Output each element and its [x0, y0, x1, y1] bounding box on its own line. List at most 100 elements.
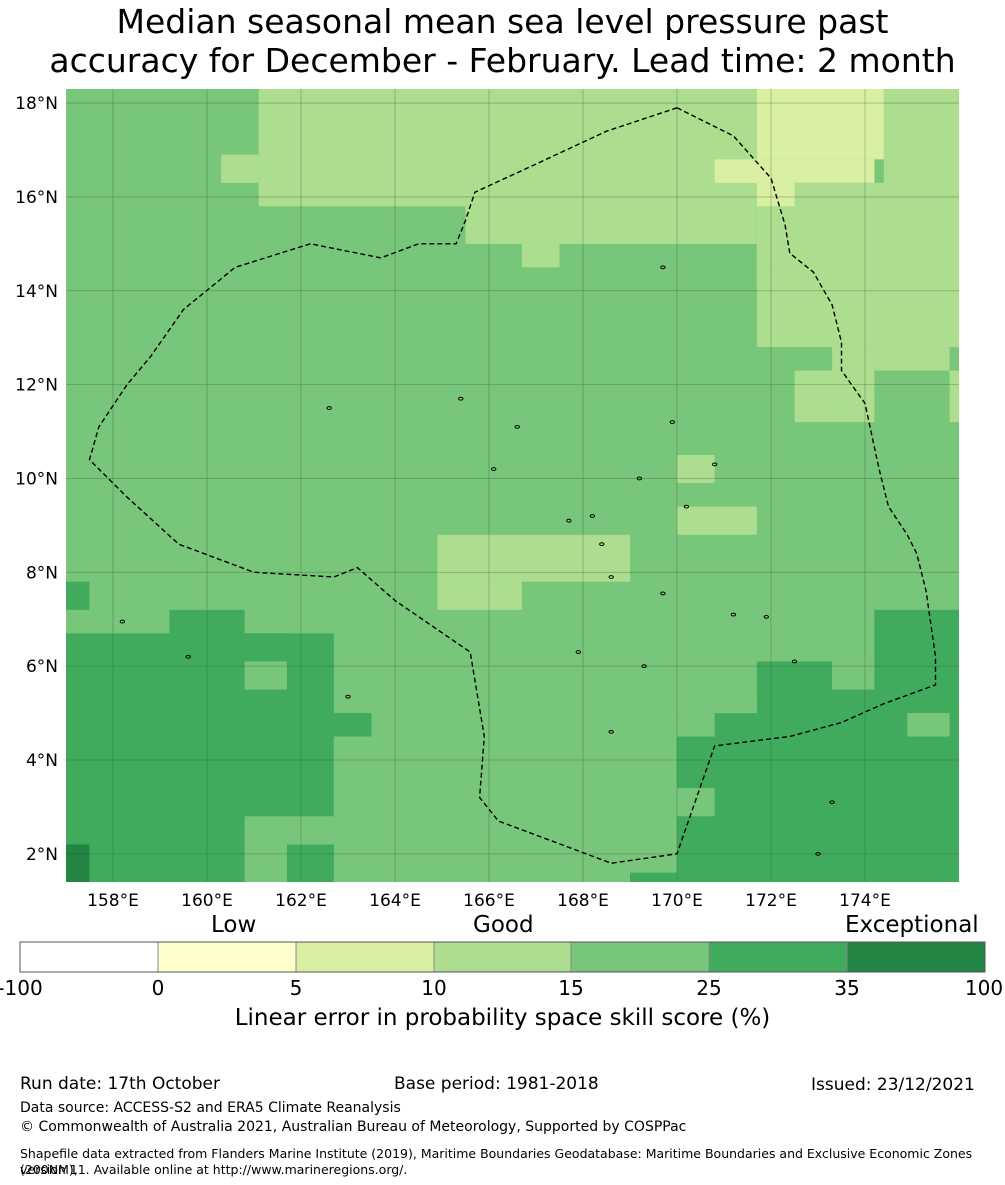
colorbar-tick: 5 [289, 976, 303, 1000]
colorbar-outline [19, 941, 986, 973]
skill-cell [874, 347, 950, 371]
island [815, 851, 821, 856]
lon-tick-label: 164°E [369, 891, 421, 911]
skill-cell [244, 844, 287, 882]
island [683, 504, 690, 509]
skill-cell [832, 661, 875, 690]
skill-cell [907, 713, 950, 737]
colorbar-segment [433, 941, 572, 973]
skill-cell [244, 816, 334, 845]
skill-cell [677, 455, 715, 484]
lat-tick-label: 6°N [26, 657, 58, 677]
skill-cell [437, 581, 522, 610]
coastlines [119, 265, 835, 856]
colorbar-label: Linear error in probability space skill … [234, 1005, 771, 1031]
skill-cell [333, 736, 372, 817]
island [599, 542, 605, 547]
colorbar-tick: 35 [834, 976, 860, 1000]
island [491, 467, 497, 471]
colorbar-segment [570, 941, 710, 973]
skill-cell [286, 844, 325, 882]
lon-tick-label: 170°E [651, 891, 703, 911]
colorbar-category-good: Good [473, 912, 534, 938]
lat-tick-label: 2°N [26, 845, 58, 865]
colorbar-segment [295, 941, 435, 973]
lon-tick-label: 160°E [181, 891, 233, 911]
skill-cell [756, 243, 875, 268]
skill-cell [169, 609, 245, 634]
island [660, 265, 666, 270]
colorbar-segment [846, 941, 986, 973]
skill-cell [221, 154, 259, 183]
island [791, 659, 798, 664]
skill-grid [66, 89, 959, 882]
base-period: Base period: 1981-2018 [394, 1074, 599, 1094]
colorbar-segment [708, 941, 848, 973]
island [514, 424, 520, 429]
skill-cell [756, 267, 833, 291]
skill-cell [437, 534, 630, 582]
island [185, 654, 191, 659]
eez-boundary [88, 107, 937, 864]
lat-tick-label: 8°N [26, 563, 58, 583]
skill-cell [714, 159, 875, 183]
shapefile-credit-line1: Shapefile data extracted from Flanders M… [20, 1146, 973, 1177]
lon-tick-label: 166°E [463, 891, 515, 911]
skill-cell [244, 661, 287, 690]
graticule [66, 89, 959, 882]
colorbar-segment [19, 941, 159, 973]
skill-cell [244, 633, 287, 662]
lon-tick-label: 162°E [275, 891, 327, 911]
copyright: © Commonwealth of Australia 2021, Austra… [20, 1119, 687, 1135]
island [660, 591, 666, 596]
skill-cell [258, 89, 466, 207]
lon-tick-label: 158°E [87, 891, 139, 911]
colorbar-tick: 25 [696, 976, 722, 1000]
colorbar-tick: -100 [0, 976, 43, 1000]
island [345, 694, 351, 699]
skill-cell [66, 844, 90, 882]
island [575, 650, 581, 654]
run-date: Run date: 17th October [20, 1074, 220, 1094]
lat-tick-label: 16°N [15, 188, 58, 208]
colorbar-tick: 15 [558, 976, 584, 1000]
skill-cell [66, 581, 90, 610]
issued-date: Issued: 23/12/2021 [811, 1075, 975, 1095]
island [711, 462, 718, 467]
skill-cell [465, 89, 677, 244]
lat-tick-label: 10°N [15, 469, 58, 489]
skill-cell [333, 713, 372, 737]
island [641, 664, 647, 669]
lat-tick-label: 4°N [26, 751, 58, 771]
skill-cell [677, 788, 715, 817]
colorbar [19, 941, 986, 973]
lon-tick-label: 168°E [557, 891, 609, 911]
skill-cell [832, 347, 875, 423]
colorbar-category-exceptional: Exceptional [845, 912, 979, 938]
colorbar-tick: 10 [421, 976, 447, 1000]
skill-cell [714, 689, 757, 714]
island [669, 420, 675, 425]
lat-tick-label: 18°N [15, 94, 58, 114]
skill-cell [677, 506, 757, 535]
island [829, 800, 835, 805]
skill-cell [756, 89, 884, 160]
island [608, 729, 614, 734]
lon-tick-label: 172°E [745, 891, 797, 911]
skill-cell [874, 609, 959, 662]
map-title-line1: Median seasonal mean sea level pressure … [116, 2, 889, 41]
skill-cell [630, 872, 715, 882]
island [458, 396, 464, 401]
lat-tick-label: 12°N [15, 376, 58, 396]
shapefile-credit-line2: version 11. Available online at http://w… [20, 1162, 408, 1177]
skill-cell [677, 713, 959, 882]
island [566, 518, 572, 523]
colorbar-segment [157, 941, 297, 973]
skill-cell [677, 713, 715, 737]
lon-tick-label: 174°E [839, 891, 891, 911]
colorbar-tick: 0 [151, 976, 165, 1000]
island [589, 514, 596, 518]
island [636, 476, 643, 481]
island [119, 619, 126, 624]
